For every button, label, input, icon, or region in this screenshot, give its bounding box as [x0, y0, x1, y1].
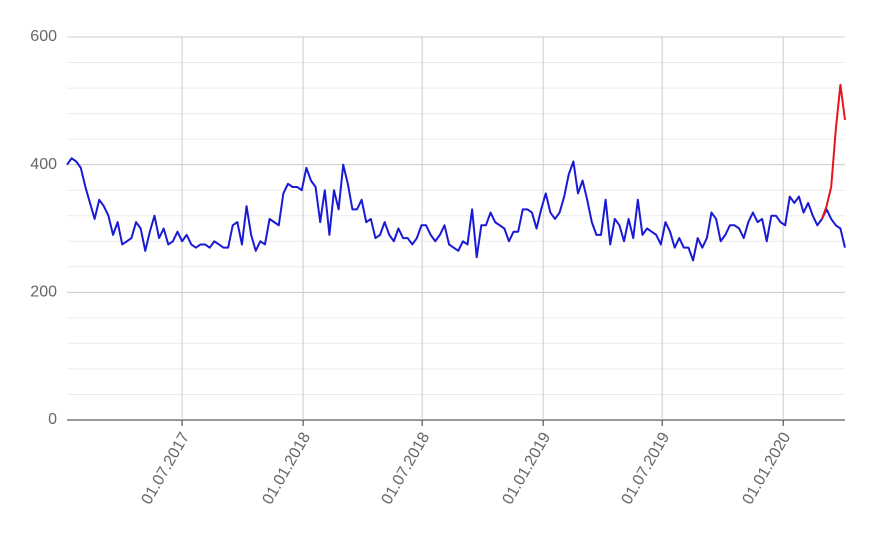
x-tick-label: 01.01.2020: [740, 430, 795, 508]
x-tick-label: 01.07.2019: [619, 430, 674, 508]
x-tick-label: 01.07.2017: [138, 430, 193, 508]
series-line: [66, 157, 846, 262]
x-tick-label: 01.01.2019: [499, 430, 554, 508]
y-tick-label: 0: [48, 411, 57, 428]
series-line: [821, 83, 846, 220]
y-tick-label: 200: [30, 284, 57, 301]
x-tick-label: 01.01.2018: [259, 430, 314, 508]
y-tick-label: 400: [30, 156, 57, 173]
y-tick-label: 600: [30, 28, 57, 45]
x-tick-label: 01.07.2018: [378, 430, 433, 508]
